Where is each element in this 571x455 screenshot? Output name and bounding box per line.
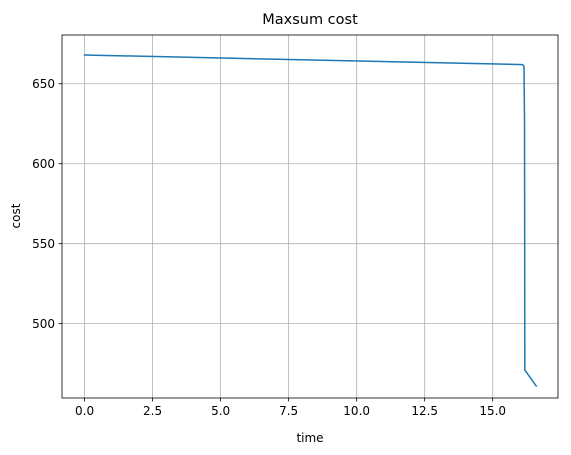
x-tick-label: 7.5 — [279, 404, 298, 418]
x-tick-label: 0.0 — [75, 404, 94, 418]
x-tick-label: 12.5 — [411, 404, 438, 418]
y-tick-label: 600 — [32, 157, 55, 171]
ticks: 0.0 2.5 5.0 7.5 10.0 12.5 15.0 500 550 600 650 — [32, 77, 506, 418]
series-layer — [83, 54, 538, 388]
grid — [62, 35, 558, 398]
series-line — [83, 54, 538, 388]
plot-frame — [61, 34, 559, 399]
y-tick-label: 500 — [32, 317, 55, 331]
x-tick-label: 5.0 — [211, 404, 230, 418]
x-tick-label: 2.5 — [143, 404, 162, 418]
x-tick-label: 10.0 — [343, 404, 370, 418]
y-tick-label: 650 — [32, 77, 55, 91]
chart-title: Maxsum cost — [262, 12, 358, 28]
x-axis-label: time — [296, 431, 323, 445]
x-tick-label: 15.0 — [479, 404, 506, 418]
y-axis-label: cost — [9, 203, 23, 228]
y-tick-label: 550 — [32, 237, 55, 251]
